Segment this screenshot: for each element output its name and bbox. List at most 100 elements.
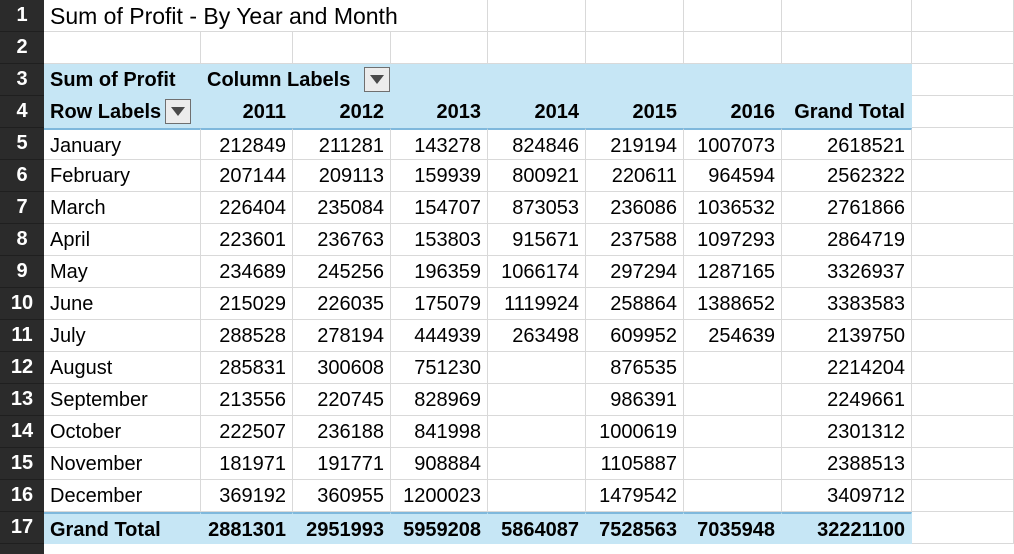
empty-cell[interactable] xyxy=(586,0,684,32)
band-cell[interactable] xyxy=(391,64,488,96)
year-header-2014[interactable]: 2014 xyxy=(488,96,586,128)
band-cell[interactable] xyxy=(684,64,782,96)
band-cell[interactable] xyxy=(782,64,912,96)
value-cell[interactable]: 828969 xyxy=(391,384,488,416)
row-labels-filter-button[interactable] xyxy=(165,99,191,124)
year-header-2011[interactable]: 2011 xyxy=(201,96,293,128)
value-cell[interactable]: 211281 xyxy=(293,128,391,160)
value-cell[interactable]: 196359 xyxy=(391,256,488,288)
month-label[interactable]: August xyxy=(44,352,201,384)
row-header-4[interactable]: 4 xyxy=(0,96,44,128)
year-header-2013[interactable]: 2013 xyxy=(391,96,488,128)
value-cell[interactable]: 609952 xyxy=(586,320,684,352)
month-label[interactable]: March xyxy=(44,192,201,224)
value-cell[interactable]: 235084 xyxy=(293,192,391,224)
empty-cell[interactable] xyxy=(912,384,1014,416)
row-header-10[interactable]: 10 xyxy=(0,288,44,320)
value-cell[interactable]: 175079 xyxy=(391,288,488,320)
value-cell[interactable]: 237588 xyxy=(586,224,684,256)
value-cell[interactable] xyxy=(684,384,782,416)
row-header-15[interactable]: 15 xyxy=(0,448,44,480)
value-cell[interactable] xyxy=(684,416,782,448)
row-header-6[interactable]: 6 xyxy=(0,160,44,192)
value-cell[interactable]: 236763 xyxy=(293,224,391,256)
value-cell[interactable]: 143278 xyxy=(391,128,488,160)
empty-cell[interactable] xyxy=(912,352,1014,384)
value-cell[interactable]: 207144 xyxy=(201,160,293,192)
empty-cell[interactable] xyxy=(44,32,201,64)
grand-total-column-header[interactable]: Grand Total xyxy=(782,96,912,128)
value-cell[interactable] xyxy=(488,416,586,448)
month-label[interactable]: February xyxy=(44,160,201,192)
empty-cell[interactable] xyxy=(912,448,1014,480)
column-grand-total[interactable]: 2881301 xyxy=(201,512,293,544)
value-cell[interactable]: 1007073 xyxy=(684,128,782,160)
value-cell[interactable]: 258864 xyxy=(586,288,684,320)
value-cell[interactable]: 236086 xyxy=(586,192,684,224)
value-cell[interactable]: 751230 xyxy=(391,352,488,384)
value-cell[interactable]: 1200023 xyxy=(391,480,488,512)
value-cell[interactable]: 1036532 xyxy=(684,192,782,224)
empty-cell[interactable] xyxy=(684,0,782,32)
month-label[interactable]: July xyxy=(44,320,201,352)
value-cell[interactable] xyxy=(488,384,586,416)
empty-cell[interactable] xyxy=(391,0,488,32)
month-label[interactable]: May xyxy=(44,256,201,288)
column-grand-total[interactable]: 5959208 xyxy=(391,512,488,544)
row-grand-total[interactable]: 2761866 xyxy=(782,192,912,224)
value-cell[interactable]: 226404 xyxy=(201,192,293,224)
value-cell[interactable]: 908884 xyxy=(391,448,488,480)
value-cell[interactable]: 841998 xyxy=(391,416,488,448)
value-cell[interactable]: 300608 xyxy=(293,352,391,384)
row-header-1[interactable]: 1 xyxy=(0,0,44,32)
row-header-11[interactable]: 11 xyxy=(0,320,44,352)
value-cell[interactable]: 876535 xyxy=(586,352,684,384)
value-cell[interactable]: 153803 xyxy=(391,224,488,256)
row-header-16[interactable]: 16 xyxy=(0,480,44,512)
value-cell[interactable] xyxy=(684,480,782,512)
column-labels-filter-button[interactable] xyxy=(364,67,390,92)
empty-cell[interactable] xyxy=(488,32,586,64)
value-cell[interactable]: 220745 xyxy=(293,384,391,416)
row-header-14[interactable]: 14 xyxy=(0,416,44,448)
value-cell[interactable]: 297294 xyxy=(586,256,684,288)
row-header-3[interactable]: 3 xyxy=(0,64,44,96)
value-cell[interactable] xyxy=(684,448,782,480)
value-cell[interactable]: 1388652 xyxy=(684,288,782,320)
value-cell[interactable]: 223601 xyxy=(201,224,293,256)
column-labels-header[interactable]: Column Labels xyxy=(201,64,391,96)
value-cell[interactable]: 444939 xyxy=(391,320,488,352)
row-header-13[interactable]: 13 xyxy=(0,384,44,416)
empty-cell[interactable] xyxy=(912,32,1014,64)
value-cell[interactable]: 159939 xyxy=(391,160,488,192)
value-cell[interactable]: 1105887 xyxy=(586,448,684,480)
value-cell[interactable] xyxy=(488,448,586,480)
column-grand-total[interactable]: 5864087 xyxy=(488,512,586,544)
value-cell[interactable]: 369192 xyxy=(201,480,293,512)
row-grand-total[interactable]: 2388513 xyxy=(782,448,912,480)
value-cell[interactable]: 191771 xyxy=(293,448,391,480)
value-cell[interactable]: 236188 xyxy=(293,416,391,448)
empty-cell[interactable] xyxy=(293,32,391,64)
month-label[interactable]: September xyxy=(44,384,201,416)
empty-cell[interactable] xyxy=(488,0,586,32)
empty-cell[interactable] xyxy=(912,160,1014,192)
empty-cell[interactable] xyxy=(912,480,1014,512)
row-grand-total[interactable]: 3409712 xyxy=(782,480,912,512)
value-cell[interactable]: 220611 xyxy=(586,160,684,192)
row-header-12[interactable]: 12 xyxy=(0,352,44,384)
value-cell[interactable] xyxy=(684,352,782,384)
empty-cell[interactable] xyxy=(912,64,1014,96)
column-grand-total[interactable]: 2951993 xyxy=(293,512,391,544)
empty-cell[interactable] xyxy=(782,32,912,64)
value-cell[interactable]: 181971 xyxy=(201,448,293,480)
row-grand-total[interactable]: 2618521 xyxy=(782,128,912,160)
value-cell[interactable]: 1066174 xyxy=(488,256,586,288)
value-cell[interactable] xyxy=(488,480,586,512)
value-cell[interactable]: 288528 xyxy=(201,320,293,352)
empty-cell[interactable] xyxy=(912,256,1014,288)
value-cell[interactable]: 824846 xyxy=(488,128,586,160)
value-cell[interactable]: 800921 xyxy=(488,160,586,192)
value-cell[interactable] xyxy=(488,352,586,384)
value-cell[interactable]: 1287165 xyxy=(684,256,782,288)
